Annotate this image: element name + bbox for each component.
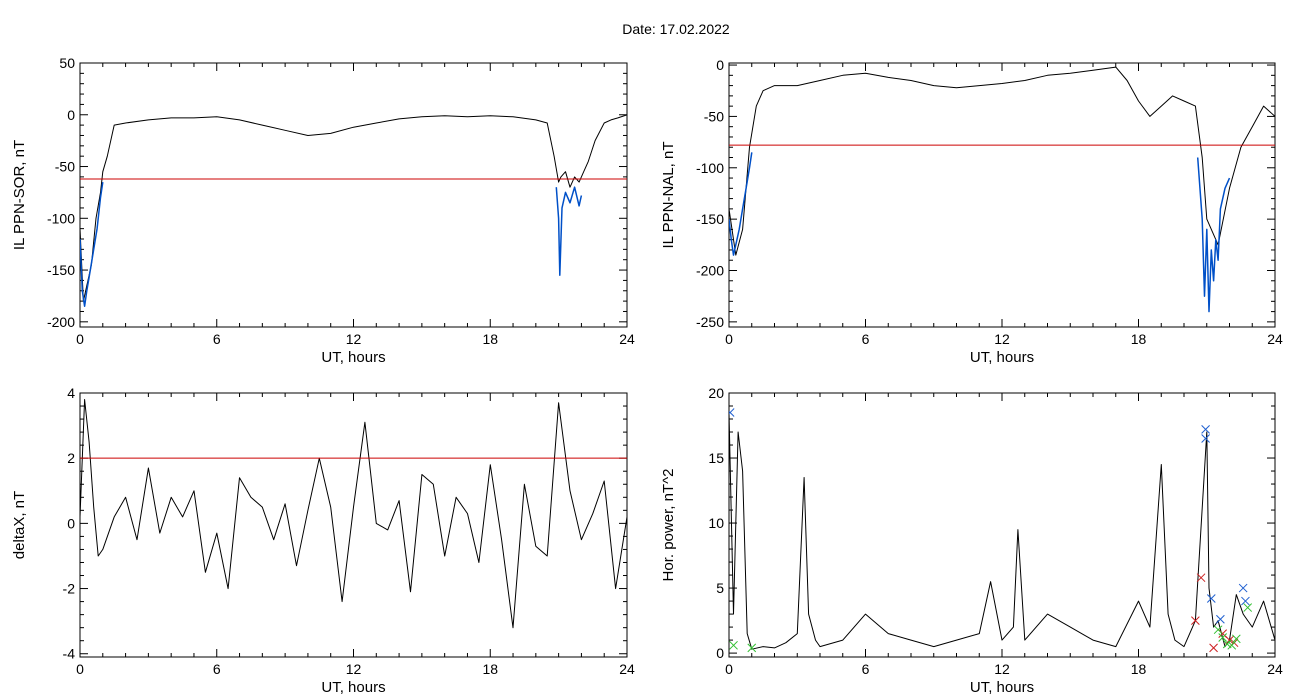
- y-axis-label: IL PPN-NAL, nT: [660, 142, 677, 249]
- plot-area: [729, 66, 1275, 313]
- x-axis-label: UT, hours: [970, 349, 1034, 366]
- series-line-black: [80, 114, 627, 302]
- y-tick-label: 0: [716, 57, 724, 73]
- marker-green: [1227, 640, 1237, 650]
- figure-title: Date: 17.02.2022: [622, 21, 730, 37]
- y-tick-label: 2: [67, 450, 75, 466]
- x-tick-label: 6: [213, 661, 221, 677]
- x-axis-label: UT, hours: [321, 349, 385, 366]
- x-tick-label: 6: [862, 661, 870, 677]
- marker-red: [1191, 616, 1200, 625]
- series-line-black: [729, 66, 1275, 256]
- marker-blue: [1238, 583, 1248, 593]
- plot-frame: [728, 392, 1276, 658]
- marker-red: [1196, 573, 1206, 583]
- plot-frame: [728, 62, 1276, 328]
- x-tick-label: 24: [1267, 661, 1283, 677]
- y-tick-label: -150: [47, 262, 75, 278]
- y-axis-label: deltaX, nT: [11, 491, 28, 559]
- x-tick-label: 18: [482, 661, 498, 677]
- x-tick-label: 12: [994, 661, 1010, 677]
- plot-frame: [79, 62, 628, 328]
- y-tick-label: 5: [716, 580, 724, 596]
- y-tick-label: 20: [708, 385, 724, 401]
- plot-area: [80, 114, 627, 308]
- y-tick-label: -2: [63, 581, 76, 597]
- x-tick-label: 18: [1131, 661, 1147, 677]
- y-tick-label: -200: [47, 314, 75, 330]
- series-line-blue: [729, 152, 753, 256]
- y-tick-label: 0: [67, 107, 75, 123]
- y-tick-label: -150: [696, 211, 724, 227]
- x-tick-label: 6: [862, 331, 870, 347]
- marker-blue: [1206, 594, 1216, 603]
- y-tick-label: -200: [696, 263, 724, 279]
- x-tick-label: 6: [213, 331, 221, 347]
- marker-red: [1225, 635, 1234, 645]
- y-tick-label: 10: [708, 515, 724, 531]
- plot-area: [80, 399, 627, 629]
- x-axis-label: UT, hours: [321, 679, 385, 696]
- y-tick-label: -250: [696, 314, 724, 330]
- series-line-blue: [555, 186, 583, 276]
- marker-green: [1231, 634, 1241, 644]
- panel-sor: 0 6 12 18 24 -200 -150 -100 -50 0 50 UT, hours IL PP…: [11, 55, 635, 366]
- marker-blue: [729, 408, 735, 417]
- y-tick-label: -100: [696, 160, 724, 176]
- marker-green: [1218, 633, 1228, 642]
- y-tick-label: -100: [47, 210, 75, 226]
- x-tick-label: 0: [725, 331, 733, 347]
- marker-green: [747, 643, 757, 653]
- x-tick-label: 24: [619, 661, 635, 677]
- series-line-blue: [80, 181, 104, 308]
- x-tick-label: 18: [1131, 331, 1147, 347]
- x-tick-label: 12: [346, 661, 362, 677]
- y-tick-label: -4: [63, 646, 76, 662]
- marker-blue: [1216, 614, 1225, 624]
- panel-horpower: 0 6 12 18 24 0 5 10 15 20 UT, hours Hor. power, nT^…: [660, 385, 1283, 696]
- series-line-black: [729, 412, 1275, 650]
- x-tick-label: 0: [76, 331, 84, 347]
- marker-green: [1213, 625, 1223, 635]
- marker-green: [1243, 603, 1253, 612]
- y-axis-label: IL PPN-SOR, nT: [11, 140, 28, 250]
- y-tick-label: 4: [67, 385, 75, 401]
- x-axis-label: UT, hours: [970, 679, 1034, 696]
- marker-blue: [1201, 425, 1210, 434]
- marker-blue: [1241, 596, 1250, 606]
- series-line-black: [80, 399, 627, 629]
- series-line-blue: [1196, 157, 1231, 313]
- x-tick-label: 12: [994, 331, 1010, 347]
- y-tick-label: 15: [708, 450, 724, 466]
- y-axis-label: Hor. power, nT^2: [660, 469, 677, 582]
- x-tick-label: 24: [619, 331, 635, 347]
- marker-green: [729, 640, 738, 650]
- y-tick-label: -50: [55, 159, 75, 175]
- y-tick-label: 50: [59, 55, 75, 71]
- marker-blue: [1201, 434, 1210, 443]
- y-tick-label: 0: [67, 515, 75, 531]
- x-tick-label: 24: [1267, 331, 1283, 347]
- x-tick-label: 0: [725, 661, 733, 677]
- x-tick-label: 18: [482, 331, 498, 347]
- x-tick-label: 12: [346, 331, 362, 347]
- x-tick-label: 0: [76, 661, 84, 677]
- panel-nal: 0 6 12 18 24 -250 -200 -150 -100 -50 0 UT, hours IL …: [660, 57, 1283, 366]
- y-tick-label: -50: [704, 108, 724, 124]
- plot-area: [729, 408, 1275, 653]
- marker-red: [1209, 643, 1218, 653]
- y-tick-label: 0: [716, 645, 724, 661]
